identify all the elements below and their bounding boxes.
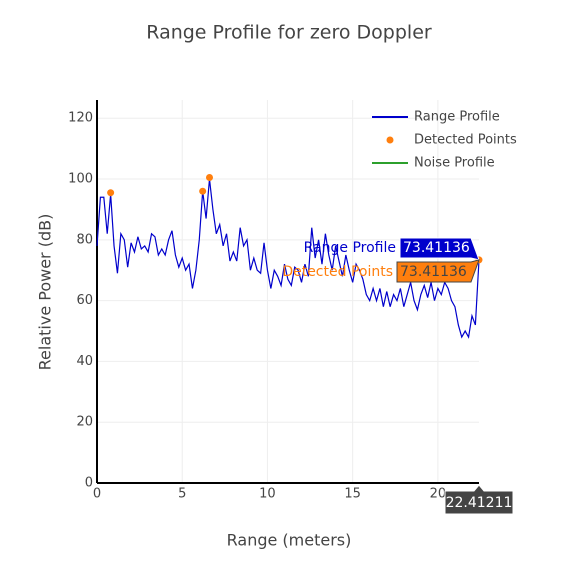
legend-marker <box>386 136 394 144</box>
y-tick-label: 120 <box>68 111 93 126</box>
y-tick-label: 80 <box>76 232 93 247</box>
hover-value: 73.41136 <box>400 264 467 280</box>
chart-title: Range Profile for zero Doppler <box>146 22 432 44</box>
y-tick-label: 0 <box>85 476 93 491</box>
y-axis-title: Relative Power (dB) <box>36 214 55 371</box>
x-tick-label: 10 <box>259 487 276 502</box>
y-tick-label: 100 <box>68 172 93 187</box>
hover-x-value: 22.41211 <box>446 495 513 511</box>
x-axis-title: Range (meters) <box>227 531 352 550</box>
hover-value: 73.41136 <box>403 240 470 256</box>
data-point <box>107 189 115 197</box>
legend-label: Noise Profile <box>414 156 495 171</box>
hover-box <box>396 259 480 283</box>
x-tick-label: 20 <box>430 487 447 502</box>
data-point <box>205 174 213 182</box>
legend-label: Detected Points <box>414 133 517 148</box>
data-line <box>96 178 480 339</box>
y-tick-label: 40 <box>76 354 93 369</box>
hover-name: Range Profile <box>304 240 396 256</box>
y-tick-label: 60 <box>76 293 93 308</box>
y-tick-label: 20 <box>76 415 93 430</box>
x-tick-label: 15 <box>344 487 361 502</box>
x-tick-label: 0 <box>93 487 101 502</box>
hover-name: Detected Points <box>282 264 393 280</box>
legend-label: Range Profile <box>414 110 500 125</box>
data-point <box>199 187 207 195</box>
hover-box <box>399 237 480 261</box>
x-tick-label: 5 <box>178 487 186 502</box>
hover-x-box <box>444 484 514 515</box>
